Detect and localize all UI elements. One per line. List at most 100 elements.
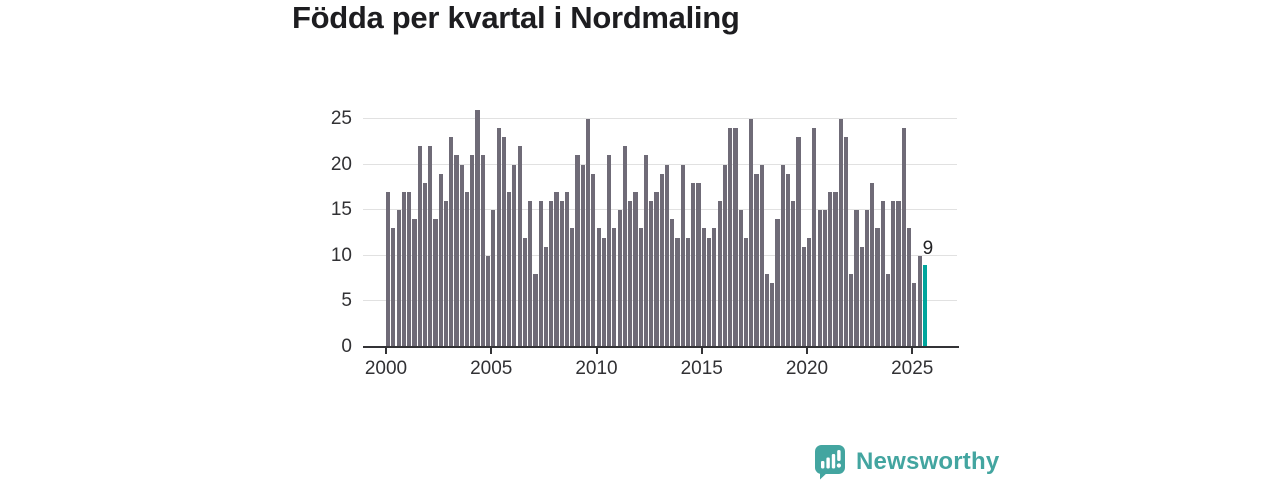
bar [917,255,922,347]
bar [528,201,533,347]
bar [664,164,670,347]
bar [801,246,806,347]
bar [575,155,580,347]
newsworthy-logo-text: Newsworthy [856,448,1000,475]
bar [501,137,506,347]
bar [591,173,596,347]
bar [906,228,912,347]
bar [412,219,417,347]
bar [717,201,722,347]
bar [643,155,649,347]
bar [654,191,659,347]
bar [407,191,412,347]
bar [433,219,438,347]
plot-area [363,100,957,347]
bar [880,201,885,347]
bar [454,155,459,347]
highlighted-bar [922,264,927,347]
bar [449,137,454,347]
bar [649,201,654,347]
bar [754,173,759,347]
bar [875,228,880,347]
bar [843,137,849,347]
bar [670,219,675,347]
x-axis-label: 2010 [575,358,618,379]
bar [849,274,854,347]
bar [838,119,843,347]
bar [749,119,754,347]
bar [828,191,833,347]
y-axis-label: 15 [330,199,352,221]
bar [701,228,706,347]
bar [480,155,485,347]
bar [496,128,501,347]
gridline [363,163,957,165]
bar [507,191,512,347]
bar [685,237,691,347]
bar [707,237,712,347]
y-axis-label: 5 [341,290,352,312]
bar [812,128,817,347]
bar [391,228,396,347]
bar [485,255,491,347]
bar [596,228,601,347]
bar [807,237,812,347]
bar [764,274,770,347]
bar [422,182,428,347]
bar [680,164,685,347]
bar [543,246,549,347]
x-axis-tick [595,348,598,354]
bar [564,191,570,347]
bar [580,164,585,347]
bar [512,164,517,347]
bar [738,210,743,347]
bar [770,283,775,347]
bar [785,173,791,347]
x-axis-tick [911,348,914,354]
bar [675,237,680,347]
x-axis-label: 2005 [470,358,513,379]
bar [728,128,733,347]
bar [386,191,391,347]
bar [912,283,917,347]
x-axis-tick [700,348,703,354]
bar [833,191,838,347]
bar [554,191,559,347]
x-axis-label: 2025 [891,358,934,379]
bar [475,109,480,347]
bar [780,164,785,347]
bar [549,201,554,347]
bar-value-label: 9 [922,237,934,259]
bar [585,119,591,347]
bar [885,274,891,347]
bar [870,182,875,347]
bar [491,210,496,347]
bar [438,173,443,347]
bar [864,210,870,347]
bar [659,173,664,347]
bar [891,201,896,347]
bar [617,210,622,347]
bar [459,164,464,347]
bar [817,210,822,347]
x-axis-label: 2000 [364,358,408,379]
bar [417,146,422,347]
bar [538,201,543,347]
x-axis-baseline [363,346,959,348]
x-axis-tick [490,348,493,354]
x-axis-label: 2020 [785,358,829,379]
bar [522,237,527,347]
bar [775,219,780,347]
bar [601,237,606,347]
bar [696,182,701,347]
bar [733,128,738,347]
bar [822,210,827,347]
bar [901,128,906,347]
bar [796,137,801,347]
x-axis-label: 2015 [680,358,723,379]
bar [612,228,617,347]
x-axis-tick [385,348,387,354]
bar [638,228,643,347]
bar [464,191,470,347]
